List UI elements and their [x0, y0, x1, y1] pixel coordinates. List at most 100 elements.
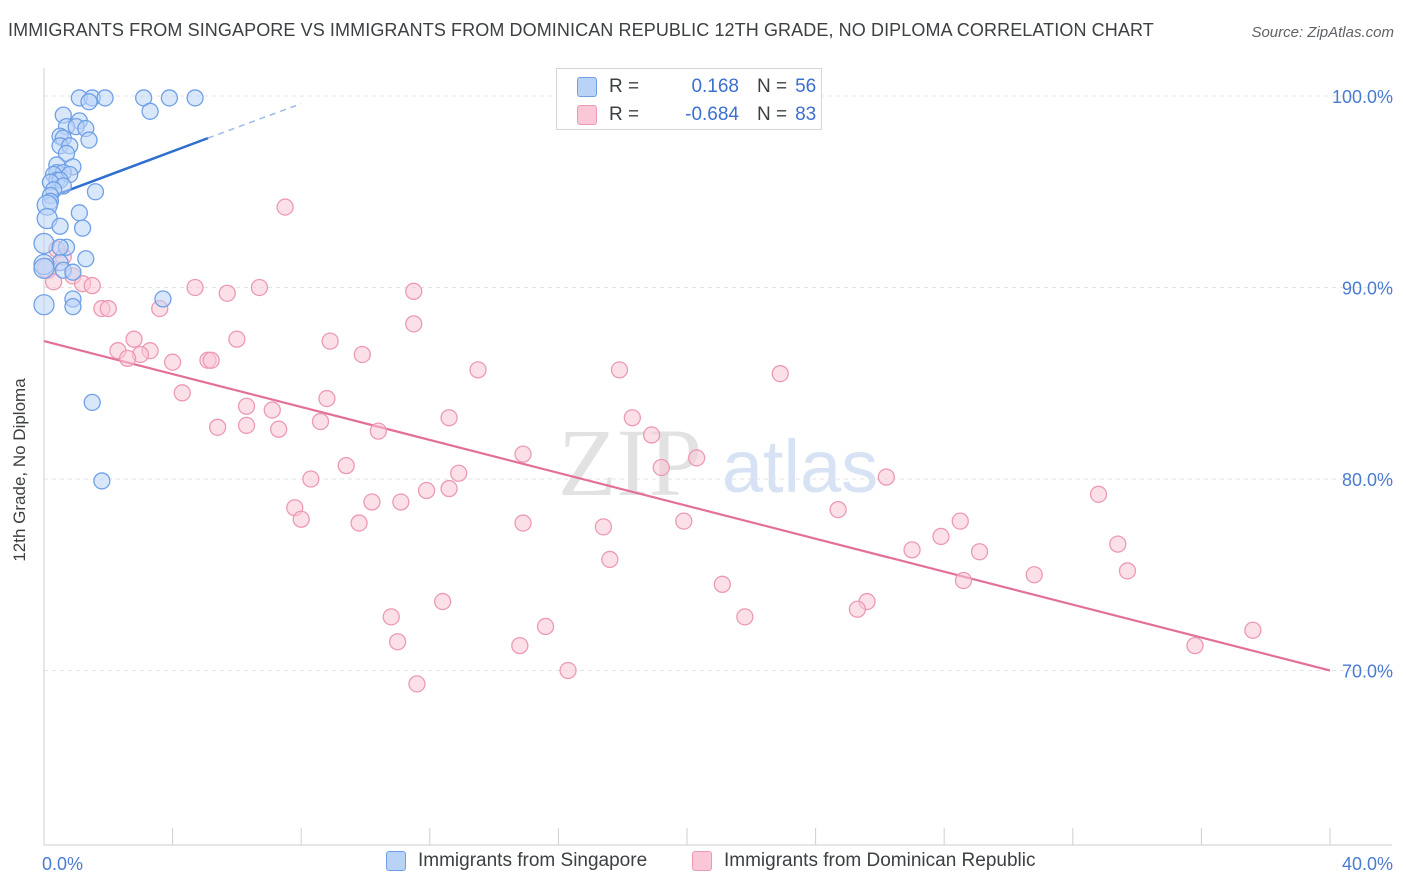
series-legend-item-singapore: Immigrants from Singapore [386, 850, 647, 872]
data-point-dominican-republic [469, 361, 487, 379]
x-tick-label: 40.0% [1342, 854, 1393, 874]
series-legend: Immigrants from Singapore Immigrants fro… [0, 850, 1406, 878]
data-point-singapore [70, 204, 89, 222]
data-point-dominican-republic [713, 575, 732, 593]
data-point-dominican-republic [440, 479, 458, 498]
trend-line-dominican-republic [43, 340, 1331, 672]
data-point-dominican-republic [1118, 562, 1137, 580]
legend-n-key: N = [757, 104, 788, 125]
series-legend-swatch-pink [692, 851, 712, 871]
legend-n-value: 83 [795, 104, 817, 125]
data-point-dominican-republic [771, 365, 789, 383]
data-point-dominican-republic [594, 518, 613, 536]
data-point-dominican-republic [237, 397, 256, 415]
data-point-dominican-republic [642, 426, 661, 444]
data-point-dominican-republic [1089, 485, 1108, 503]
data-point-dominican-republic [208, 418, 227, 436]
data-point-dominican-republic [932, 527, 950, 546]
y-tick-label: 100.0% [1332, 87, 1393, 107]
watermark: ZIP atlas [558, 409, 878, 516]
data-point-dominican-republic [369, 422, 388, 440]
series-legend-label: Immigrants from Dominican Republic [724, 850, 1036, 871]
data-point-dominican-republic [408, 675, 426, 693]
chart-title: IMMIGRANTS FROM SINGAPORE VS IMMIGRANTS … [8, 20, 1154, 40]
data-point-dominican-republic [321, 332, 339, 350]
data-point-dominican-republic [652, 458, 670, 477]
data-point-dominican-republic [623, 409, 641, 427]
watermark-atlas: atlas [722, 425, 878, 508]
data-point-dominican-republic [434, 592, 452, 611]
data-point-singapore [73, 219, 92, 237]
data-point-singapore [64, 263, 82, 281]
data-point-dominican-republic [350, 514, 368, 532]
watermark-zip: ZIP [558, 409, 702, 516]
data-point-dominican-republic [1109, 535, 1127, 553]
data-point-dominican-republic [382, 608, 400, 626]
data-point-dominican-republic [514, 445, 532, 463]
legend-r-value: -0.684 [685, 104, 739, 125]
points-dominican-republic [36, 198, 1262, 693]
legend-swatch-blue [577, 77, 597, 97]
data-point-dominican-republic [228, 330, 246, 348]
series-legend-item-dominican-republic: Immigrants from Dominican Republic [692, 850, 1036, 872]
data-point-dominican-republic [263, 401, 281, 419]
data-point-dominican-republic [276, 198, 294, 216]
y-tick-label: 80.0% [1342, 470, 1393, 490]
data-point-singapore [154, 290, 172, 308]
data-point-dominican-republic [903, 541, 921, 559]
data-point-singapore [77, 250, 95, 268]
data-point-singapore [86, 183, 105, 201]
source-label: Source: ZipAtlas.com [1251, 24, 1394, 41]
data-point-dominican-republic [610, 361, 629, 379]
data-point-dominican-republic [829, 500, 847, 519]
data-point-singapore [64, 297, 82, 316]
legend-n-key: N = [757, 76, 788, 97]
data-point-dominican-republic [687, 449, 706, 467]
data-point-singapore [96, 89, 114, 107]
data-point-dominican-republic [392, 493, 410, 511]
data-point-singapore [51, 217, 69, 235]
data-point-dominican-republic [270, 420, 288, 438]
data-point-dominican-republic [83, 276, 101, 295]
data-point-dominican-republic [237, 416, 256, 435]
legend-r-key: R = [609, 76, 640, 97]
trend-line-dashed [207, 102, 302, 139]
x-tick-label: 0.0% [42, 854, 83, 874]
data-point-dominican-republic [302, 470, 320, 488]
data-point-singapore [93, 472, 111, 490]
legend-r-key: R = [609, 104, 640, 125]
data-point-dominican-republic [417, 481, 436, 500]
series-legend-label: Immigrants from Singapore [418, 850, 648, 871]
data-point-singapore [160, 89, 179, 107]
data-point-singapore [33, 232, 55, 255]
tick-labels: 100.0% 90.0% 80.0% 70.0% 0.0% 40.0% [42, 87, 1393, 874]
series-legend-swatch-blue [386, 851, 406, 871]
data-point-dominican-republic [970, 543, 989, 561]
data-point-dominican-republic [186, 278, 204, 297]
data-point-dominican-republic [311, 412, 330, 431]
data-point-dominican-republic [1025, 566, 1043, 584]
data-point-dominican-republic [954, 571, 973, 590]
data-point-dominican-republic [877, 468, 895, 486]
data-point-dominican-republic [736, 608, 754, 626]
data-point-dominican-republic [440, 409, 458, 427]
legend-swatch-pink [577, 105, 597, 125]
axes [43, 68, 1392, 846]
legend-n-value: 56 [795, 76, 817, 97]
data-point-dominican-republic [1244, 621, 1262, 639]
points-singapore [33, 89, 204, 490]
data-point-dominican-republic [536, 617, 555, 636]
data-point-dominican-republic [353, 345, 371, 364]
data-point-singapore [80, 131, 98, 149]
data-point-dominican-republic [675, 512, 693, 530]
data-point-dominican-republic [388, 633, 407, 651]
data-point-dominican-republic [44, 273, 63, 291]
y-tick-label: 90.0% [1342, 279, 1393, 299]
data-point-dominican-republic [601, 550, 619, 569]
data-point-dominican-republic [1186, 636, 1204, 655]
data-point-dominican-republic [405, 282, 423, 300]
data-point-dominican-republic [450, 464, 468, 482]
data-point-dominican-republic [118, 349, 137, 368]
data-point-dominican-republic [202, 351, 220, 369]
